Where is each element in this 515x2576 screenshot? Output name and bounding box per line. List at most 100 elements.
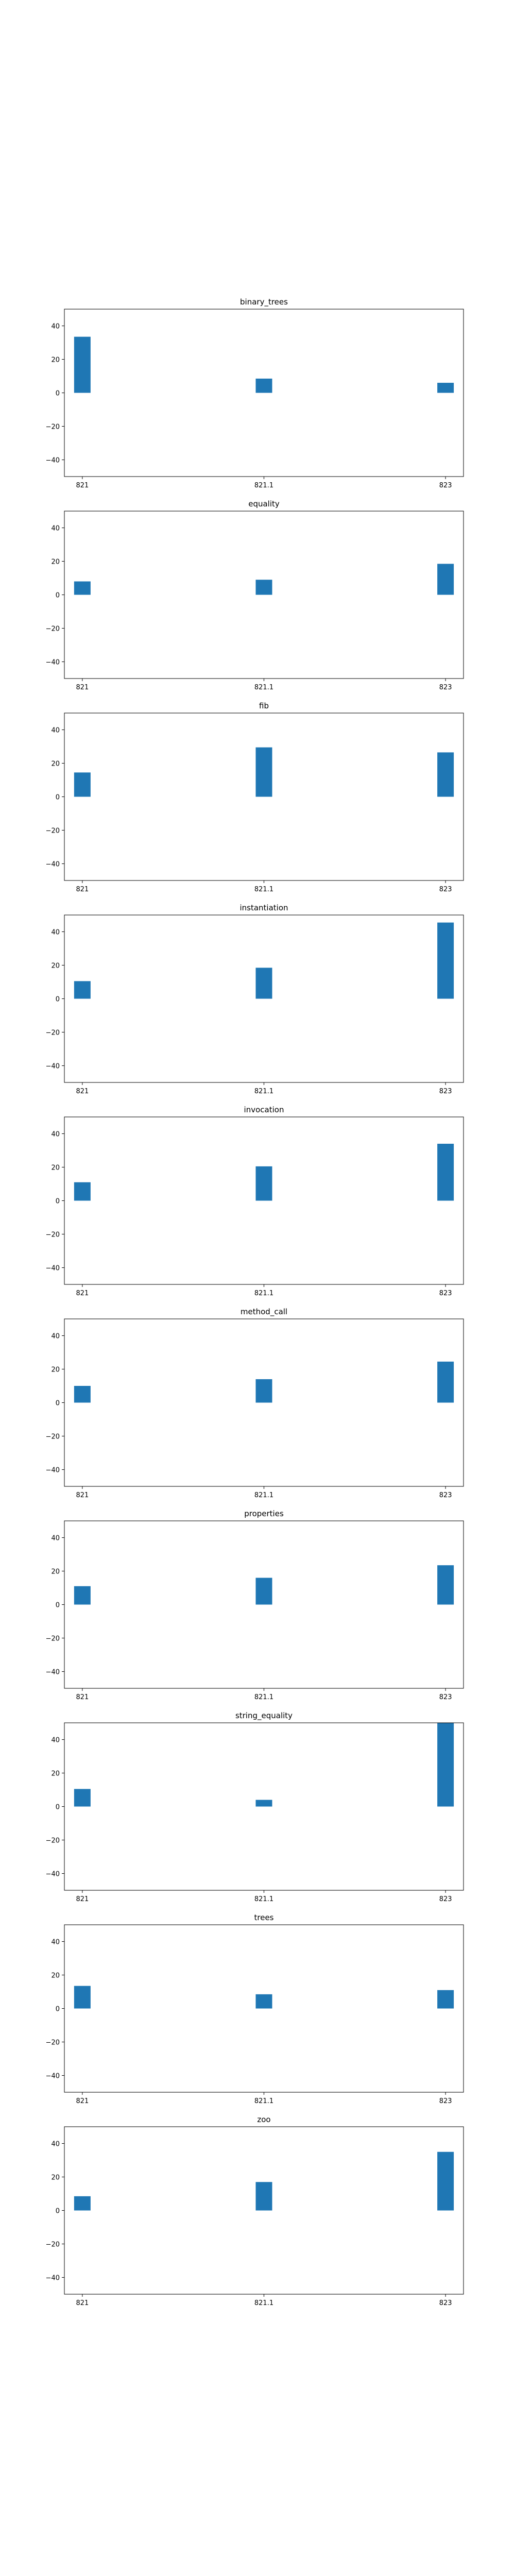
y-tick-label: 40 bbox=[51, 929, 60, 937]
x-tick-label: 821.1 bbox=[254, 1088, 273, 1095]
subplot-string-equality: string_equality −40 −20 0 20 40 821 821.1 823 bbox=[46, 1711, 464, 1903]
chart-title: string_equality bbox=[235, 1711, 293, 1721]
bar bbox=[255, 1379, 272, 1403]
y-tick-label: 0 bbox=[56, 1602, 60, 1609]
y-tick-label: 40 bbox=[51, 323, 60, 331]
bar bbox=[74, 1586, 91, 1605]
bar bbox=[255, 378, 272, 393]
y-tick-label: −20 bbox=[46, 625, 60, 633]
subplot-instantiation: instantiation −40 −20 0 20 40 821 821.1 823 bbox=[46, 903, 464, 1095]
bar bbox=[255, 747, 272, 797]
y-tick-label: 0 bbox=[56, 592, 60, 600]
x-tick-label: 823 bbox=[439, 1290, 452, 1297]
y-tick-label: −20 bbox=[46, 2241, 60, 2249]
x-tick-label: 823 bbox=[439, 1492, 452, 1499]
x-tick-label: 821 bbox=[76, 2299, 89, 2307]
x-tick-label: 821 bbox=[76, 1088, 89, 1095]
y-tick-label: 40 bbox=[51, 1737, 60, 1744]
subplot-method-call: method_call −40 −20 0 20 40 821 821.1 823 bbox=[46, 1307, 464, 1499]
bar bbox=[74, 1986, 91, 2009]
subplot-binary-trees: binary_trees −40 −20 0 20 40 821 821.1 823 bbox=[46, 297, 464, 489]
x-tick-label: 821 bbox=[76, 1492, 89, 1499]
y-tick-label: −20 bbox=[46, 1231, 60, 1239]
y-tick-label: 20 bbox=[51, 760, 60, 768]
bar bbox=[437, 383, 454, 393]
y-tick-label: 20 bbox=[51, 357, 60, 364]
y-tick-label: 20 bbox=[51, 1972, 60, 1980]
y-tick-label: −20 bbox=[46, 1635, 60, 1643]
x-tick-label: 823 bbox=[439, 886, 452, 893]
y-tick-label: 20 bbox=[51, 1770, 60, 1778]
bar bbox=[74, 581, 91, 595]
subplot-invocation: invocation −40 −20 0 20 40 821 821.1 823 bbox=[46, 1105, 464, 1297]
x-tick-label: 821.1 bbox=[254, 1492, 273, 1499]
y-tick-label: −20 bbox=[46, 827, 60, 835]
chart-title: invocation bbox=[244, 1105, 284, 1114]
y-tick-label: −40 bbox=[46, 861, 60, 869]
chart-title: properties bbox=[244, 1509, 284, 1518]
chart-title: zoo bbox=[257, 2115, 270, 2124]
subplot-zoo: zoo −40 −20 0 20 40 821 821.1 823 bbox=[46, 2115, 464, 2307]
y-tick-label: 0 bbox=[56, 390, 60, 398]
y-tick-label: −20 bbox=[46, 1029, 60, 1037]
chart-title: method_call bbox=[241, 1307, 287, 1317]
y-tick-label: 0 bbox=[56, 2006, 60, 2013]
subplot-equality: equality −40 −20 0 20 40 821 821.1 823 bbox=[46, 499, 464, 691]
y-tick-label: 40 bbox=[51, 1939, 60, 1946]
bar bbox=[74, 1386, 91, 1403]
bar bbox=[74, 1789, 91, 1807]
bar bbox=[437, 922, 454, 999]
y-tick-label: 20 bbox=[51, 558, 60, 566]
bar bbox=[255, 968, 272, 999]
x-tick-label: 821 bbox=[76, 482, 89, 489]
x-tick-label: 821 bbox=[76, 684, 89, 691]
y-tick-label: −40 bbox=[46, 1063, 60, 1071]
x-tick-label: 823 bbox=[439, 1088, 452, 1095]
bar bbox=[437, 1144, 454, 1201]
x-tick-label: 823 bbox=[439, 482, 452, 489]
y-tick-label: 0 bbox=[56, 1804, 60, 1811]
y-tick-label: 20 bbox=[51, 962, 60, 970]
y-tick-label: −20 bbox=[46, 1433, 60, 1441]
subplot-properties: properties −40 −20 0 20 40 821 821.1 823 bbox=[46, 1509, 464, 1701]
x-tick-label: 821.1 bbox=[254, 886, 273, 893]
chart-title: fib bbox=[259, 701, 269, 710]
y-tick-label: 40 bbox=[51, 1333, 60, 1341]
y-tick-label: 40 bbox=[51, 2141, 60, 2148]
y-tick-label: −40 bbox=[46, 1467, 60, 1475]
bar bbox=[74, 1182, 91, 1201]
y-tick-label: 0 bbox=[56, 1400, 60, 1408]
x-tick-label: 821.1 bbox=[254, 2299, 273, 2307]
x-tick-label: 821.1 bbox=[254, 684, 273, 691]
x-tick-label: 823 bbox=[439, 2299, 452, 2307]
y-tick-label: 40 bbox=[51, 1535, 60, 1543]
y-tick-label: −40 bbox=[46, 2073, 60, 2080]
bar bbox=[74, 981, 91, 999]
bar bbox=[74, 336, 91, 393]
y-tick-label: 20 bbox=[51, 2174, 60, 2182]
x-tick-label: 821 bbox=[76, 1693, 89, 1701]
bar bbox=[437, 564, 454, 595]
y-tick-label: 0 bbox=[56, 996, 60, 1004]
x-tick-label: 823 bbox=[439, 2097, 452, 2105]
bar bbox=[255, 1800, 272, 1807]
bar bbox=[255, 580, 272, 595]
bar bbox=[437, 2151, 454, 2211]
bar bbox=[74, 2196, 91, 2211]
subplot-fib: fib −40 −20 0 20 40 821 821.1 823 bbox=[46, 701, 464, 893]
y-tick-label: 20 bbox=[51, 1366, 60, 1374]
y-tick-label: −40 bbox=[46, 1265, 60, 1273]
y-tick-label: 20 bbox=[51, 1164, 60, 1172]
x-tick-label: 821 bbox=[76, 886, 89, 893]
bar bbox=[255, 2182, 272, 2211]
x-tick-label: 821 bbox=[76, 1895, 89, 1903]
bar bbox=[255, 1578, 272, 1605]
y-tick-label: 0 bbox=[56, 1198, 60, 1206]
x-tick-label: 823 bbox=[439, 684, 452, 691]
bar bbox=[255, 1994, 272, 2009]
y-tick-label: 40 bbox=[51, 1131, 60, 1139]
x-tick-label: 823 bbox=[439, 1693, 452, 1701]
x-tick-label: 823 bbox=[439, 1895, 452, 1903]
y-tick-label: 0 bbox=[56, 2208, 60, 2215]
